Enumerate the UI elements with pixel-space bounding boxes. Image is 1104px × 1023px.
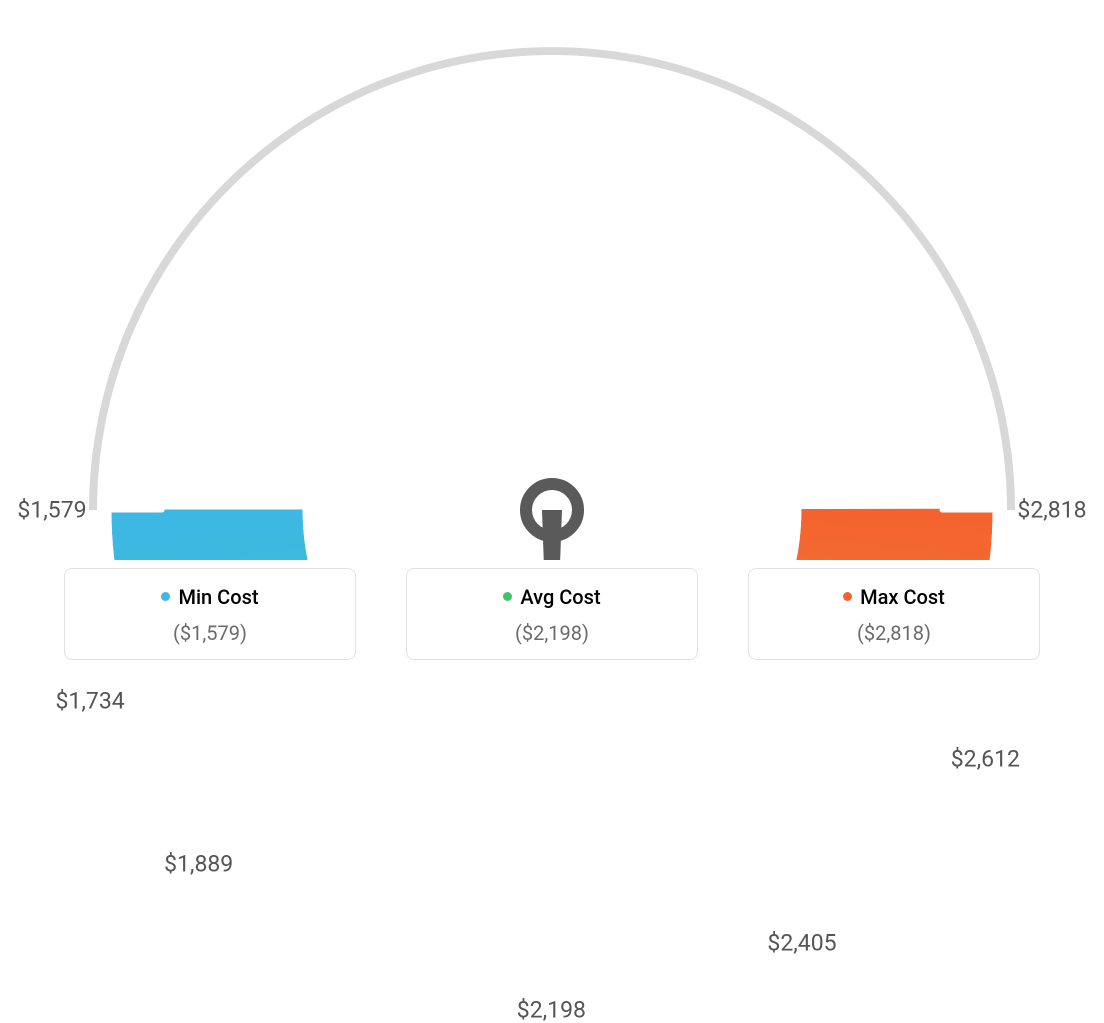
legend-label-max: Max Cost (860, 585, 945, 609)
legend-card-min: Min Cost ($1,579) (64, 568, 356, 660)
gauge-tick-label: $2,612 (951, 746, 1020, 773)
gauge-tick-label: $2,818 (1017, 497, 1086, 524)
legend-title-min: Min Cost (65, 585, 355, 609)
legend-label-min: Min Cost (178, 585, 258, 609)
dot-icon (161, 592, 170, 601)
gauge-tick-label: $2,198 (517, 996, 586, 1023)
legend-label-avg: Avg Cost (520, 585, 600, 609)
gauge-tick-label: $1,579 (17, 497, 86, 524)
gauge-tick-label: $1,889 (164, 850, 233, 877)
legend-title-avg: Avg Cost (407, 585, 697, 609)
legend-value-min: ($1,579) (65, 621, 355, 645)
gauge-tick-label: $2,405 (767, 930, 836, 957)
gauge-tick-label: $1,734 (56, 688, 125, 715)
legend-card-avg: Avg Cost ($2,198) (406, 568, 698, 660)
cost-gauge-chart: $1,579$1,734$1,889$2,198$2,405$2,612$2,8… (0, 0, 1104, 690)
gauge-svg (0, 0, 1104, 560)
legend-value-avg: ($2,198) (407, 621, 697, 645)
dot-icon (503, 592, 512, 601)
dot-icon (843, 592, 852, 601)
gauge-outer-track (89, 47, 1015, 510)
gauge-area: $1,579$1,734$1,889$2,198$2,405$2,612$2,8… (0, 0, 1104, 560)
legend-title-max: Max Cost (749, 585, 1039, 609)
legend-value-max: ($2,818) (749, 621, 1039, 645)
legend-card-max: Max Cost ($2,818) (748, 568, 1040, 660)
legend-row: Min Cost ($1,579) Avg Cost ($2,198) Max … (0, 568, 1104, 660)
